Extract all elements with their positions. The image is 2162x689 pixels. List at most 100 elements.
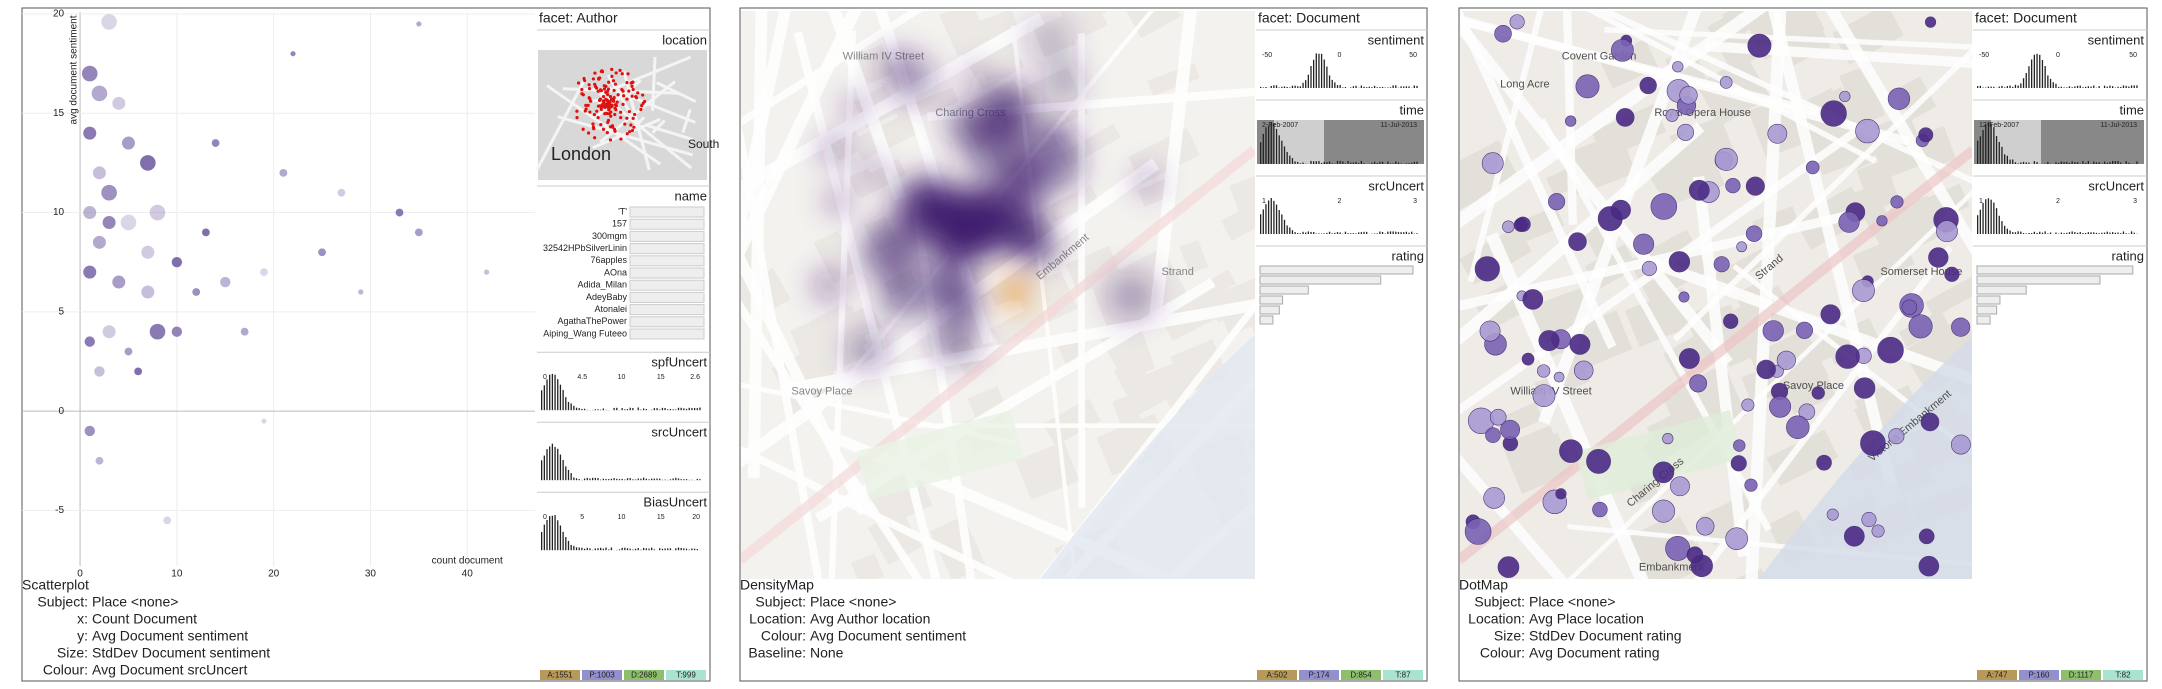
hist-bar[interactable] (565, 466, 567, 481)
map-dot[interactable] (1835, 344, 1860, 369)
hist-bar[interactable] (2071, 87, 2073, 88)
list-item[interactable]: AgathaThePower (557, 316, 627, 326)
hist-bar[interactable] (626, 478, 629, 481)
scatter-point[interactable] (318, 248, 326, 257)
rating-bar[interactable] (1259, 275, 1382, 285)
hist-bar[interactable] (1360, 85, 1362, 88)
hist-bar[interactable] (1339, 84, 1341, 88)
hist-bar[interactable] (632, 408, 634, 411)
hist-bar[interactable] (613, 407, 615, 411)
hist-bar[interactable] (1985, 124, 1987, 164)
hist-bar[interactable] (573, 405, 575, 411)
hist-bar[interactable] (1368, 86, 1370, 88)
hist-bar[interactable] (2098, 86, 2100, 88)
hist-bar[interactable] (1275, 204, 1278, 234)
hist-bar[interactable] (1395, 161, 1397, 164)
map-dot[interactable] (1537, 364, 1551, 378)
hist-bar[interactable] (1331, 79, 1333, 88)
config-value[interactable]: Avg Document rating (1529, 645, 1659, 661)
rating-bar[interactable] (1976, 265, 2134, 275)
scatter-point[interactable] (112, 275, 126, 289)
hist-bar[interactable] (546, 379, 548, 411)
map-dot[interactable] (1745, 176, 1765, 196)
map-dot[interactable] (1688, 179, 1710, 201)
hist-bar[interactable] (1270, 198, 1272, 234)
badge[interactable] (1257, 670, 1297, 680)
map-dot[interactable] (1568, 232, 1587, 251)
hist-bar[interactable] (2130, 231, 2133, 234)
hist-bar[interactable] (653, 478, 655, 481)
hist-bar[interactable] (2095, 162, 2098, 164)
hist-bar[interactable] (1299, 163, 1302, 164)
hist-bar[interactable] (1291, 158, 1294, 164)
hist-bar[interactable] (2079, 232, 2081, 234)
hist-bar[interactable] (2063, 233, 2065, 234)
hist-bar[interactable] (2022, 161, 2025, 164)
hist-bar[interactable] (1273, 200, 1275, 234)
map-dot[interactable] (1678, 348, 1700, 369)
list-bar[interactable] (629, 255, 705, 267)
hist-bar[interactable] (2004, 87, 2006, 88)
list-item[interactable]: AOna (604, 267, 627, 277)
hist-bar[interactable] (1405, 163, 1408, 164)
hist-bar[interactable] (605, 547, 607, 551)
hist-bar[interactable] (2068, 232, 2071, 234)
hist-bar[interactable] (2106, 162, 2108, 164)
hist-bar[interactable] (659, 478, 661, 481)
hist-bar[interactable] (562, 389, 564, 411)
scatter-point[interactable] (112, 96, 126, 110)
hist-bar[interactable] (653, 549, 655, 551)
map-dot[interactable] (1548, 193, 1566, 211)
hist-bar[interactable] (2063, 161, 2065, 164)
facet-header[interactable]: time (1399, 102, 1424, 117)
hist-bar[interactable] (581, 547, 583, 551)
hist-bar[interactable] (1297, 233, 1299, 234)
hist-bar[interactable] (1979, 209, 1981, 234)
scatter-point[interactable] (91, 85, 108, 102)
scatter-point[interactable] (416, 21, 422, 27)
list-item[interactable]: 'T' (618, 206, 627, 216)
hist-bar[interactable] (2109, 85, 2111, 88)
hist-bar[interactable] (2112, 86, 2114, 88)
hist-bar[interactable] (2114, 232, 2116, 234)
hist-bar[interactable] (677, 478, 680, 481)
scatter-point[interactable] (211, 139, 220, 147)
hist-bar[interactable] (1397, 232, 1400, 234)
facet-header[interactable]: rating (2111, 248, 2144, 263)
hist-bar[interactable] (2082, 87, 2084, 88)
hist-bar[interactable] (2006, 155, 2008, 164)
facet-header[interactable]: location (662, 32, 707, 47)
hist-bar[interactable] (1411, 231, 1413, 234)
map-dot[interactable] (1826, 508, 1839, 521)
scatter-point[interactable] (124, 347, 133, 356)
scatter-point[interactable] (101, 184, 117, 201)
hist-bar[interactable] (1283, 86, 1286, 88)
hist-bar[interactable] (562, 459, 564, 481)
hist-bar[interactable] (629, 407, 631, 411)
hist-bar[interactable] (2074, 86, 2076, 88)
hist-bar[interactable] (1363, 163, 1365, 164)
hist-bar[interactable] (626, 548, 629, 551)
hist-bar[interactable] (664, 548, 666, 551)
hist-bar[interactable] (637, 478, 639, 481)
hist-bar[interactable] (626, 409, 629, 411)
hist-bar[interactable] (659, 548, 661, 551)
hist-bar[interactable] (1267, 200, 1270, 234)
scatter-point[interactable] (81, 65, 98, 82)
hist-bar[interactable] (1371, 162, 1373, 164)
rating-bar[interactable] (1259, 305, 1280, 315)
hist-bar[interactable] (2090, 232, 2092, 234)
hist-bar[interactable] (613, 478, 615, 481)
hist-bar[interactable] (1302, 82, 1304, 88)
scatter-point[interactable] (337, 188, 346, 197)
list-item[interactable]: Aiping_Wang Futeeo (543, 328, 627, 338)
list-bar[interactable] (629, 316, 705, 328)
map-dot[interactable] (1890, 195, 1904, 209)
hist-bar[interactable] (1320, 162, 1323, 164)
scatter-point[interactable] (83, 126, 97, 140)
hist-bar[interactable] (1366, 231, 1368, 234)
scatter-point[interactable] (163, 516, 172, 525)
hist-bar[interactable] (1323, 59, 1325, 88)
hist-bar[interactable] (1355, 161, 1357, 164)
hist-bar[interactable] (2109, 232, 2111, 234)
